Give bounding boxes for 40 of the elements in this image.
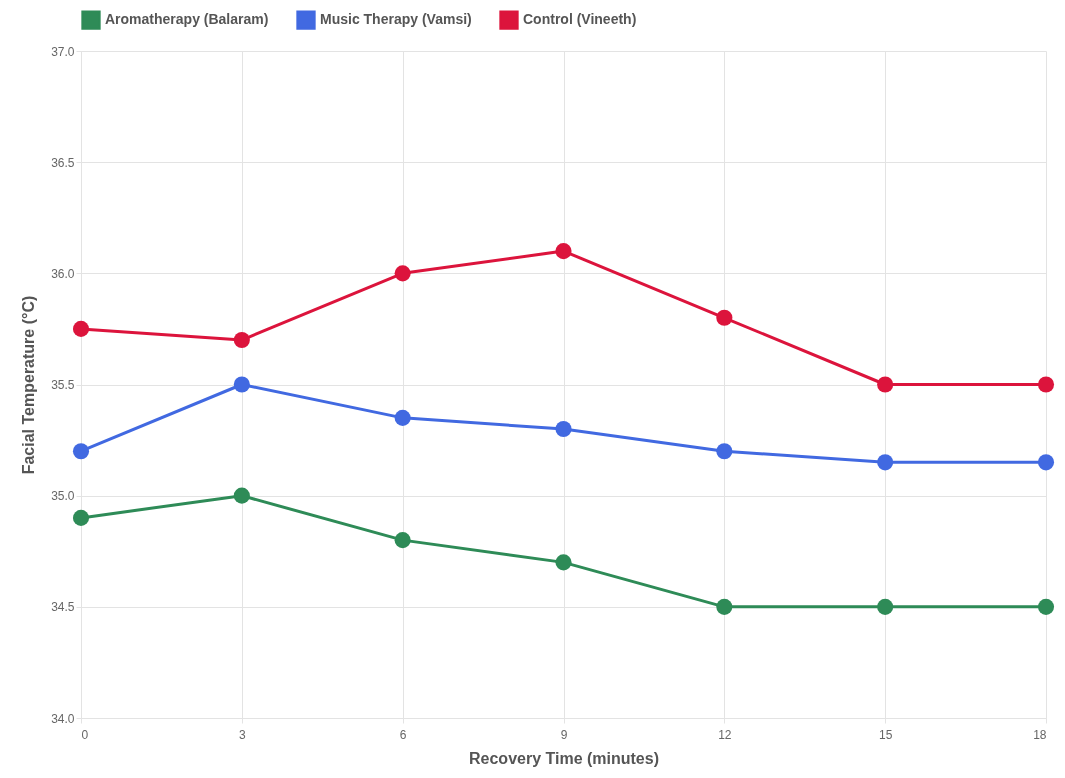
- x-tick-label: 3: [238, 727, 246, 742]
- point: [1037, 598, 1055, 615]
- point: [233, 487, 250, 504]
- x-tick-label: 15: [878, 727, 893, 742]
- point: [72, 443, 90, 460]
- legend-label: Aromatherapy (Balaram): [105, 11, 269, 28]
- point: [394, 409, 411, 426]
- point: [555, 243, 572, 260]
- x-tick-label: 6: [399, 727, 407, 742]
- legend-label: Control (Vineeth): [523, 11, 637, 28]
- x-tick-label: 9: [560, 727, 568, 742]
- y-tick-label: 34.0: [51, 711, 75, 726]
- point: [555, 554, 572, 571]
- point: [394, 532, 411, 549]
- x-tick-label: 18: [1033, 727, 1047, 742]
- y-axis-title: Facial Temperature (°C): [20, 295, 38, 475]
- y-tick-label: 34.5: [51, 600, 75, 615]
- point: [1037, 376, 1055, 393]
- point: [877, 376, 894, 393]
- x-tick-label: 0: [81, 727, 89, 742]
- point: [877, 454, 894, 471]
- point: [1037, 454, 1055, 471]
- point: [72, 320, 90, 337]
- y-tick-label: 35.5: [51, 378, 75, 392]
- x-axis-title: Recovery Time (minutes): [469, 749, 659, 767]
- point: [877, 598, 894, 615]
- y-tick-label: 36.5: [51, 155, 75, 170]
- point: [233, 376, 250, 393]
- point: [72, 509, 90, 526]
- y-tick-label: 37.0: [51, 44, 75, 59]
- y-tick-label: 35.0: [51, 489, 75, 504]
- y-tick-label: 36.0: [51, 266, 75, 281]
- x-tick-label: 12: [718, 727, 732, 742]
- point: [394, 265, 411, 282]
- legend-label: Music Therapy (Vamsi): [320, 11, 472, 28]
- point: [233, 331, 250, 349]
- point: [555, 420, 572, 438]
- point: [716, 598, 733, 615]
- point: [716, 443, 733, 460]
- point: [716, 309, 733, 326]
